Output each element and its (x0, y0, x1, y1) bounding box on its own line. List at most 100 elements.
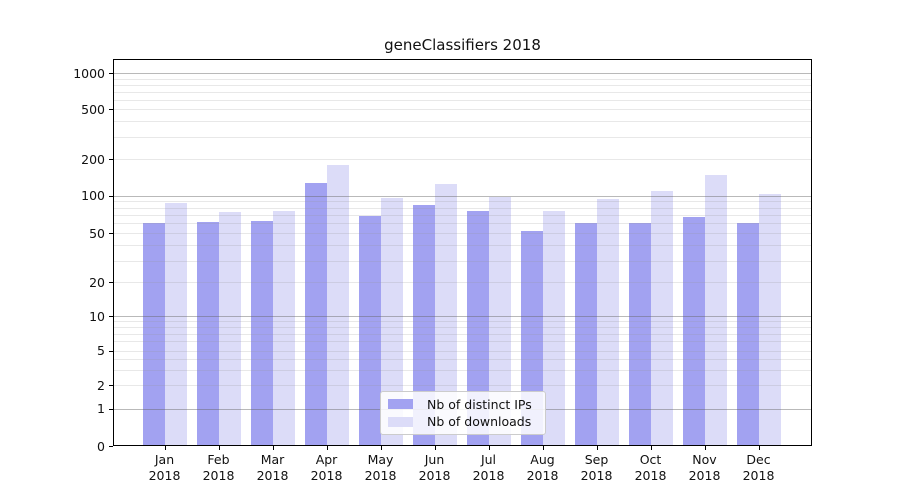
y-tick-mark (109, 73, 113, 75)
gridline-major (114, 73, 811, 74)
bar-distinct-ips (466, 211, 489, 446)
x-tick-label: Sep 2018 (565, 452, 629, 484)
gridline-minor (114, 385, 811, 386)
legend-label-distinct-ips: Nb of distinct IPs (427, 396, 532, 412)
y-tick-label: 200 (81, 151, 105, 167)
x-tick-mark (542, 446, 544, 450)
gridline-minor (114, 341, 811, 342)
x-tick-label-year: 2018 (418, 468, 451, 483)
gridline-minor (114, 321, 811, 322)
bar-downloads (434, 184, 457, 446)
x-tick-label: Jul 2018 (457, 452, 521, 484)
legend-item-downloads: Nb of downloads (388, 414, 538, 429)
gridline-minor (114, 351, 811, 352)
gridline-minor (114, 223, 811, 224)
y-tick-mark (109, 316, 113, 317)
bar-downloads (326, 164, 349, 446)
x-tick-mark (434, 446, 436, 450)
x-tick-label: Jan 2018 (133, 452, 197, 484)
x-tick-mark (218, 446, 220, 450)
x-tick-label-year: 2018 (148, 468, 181, 483)
gridline-minor (114, 159, 811, 160)
bar-distinct-ips (628, 223, 651, 446)
y-tick-label: 2 (97, 377, 105, 393)
x-tick-mark (164, 446, 166, 450)
x-tick-mark (380, 446, 382, 450)
gridline-minor (114, 85, 811, 86)
x-tick-mark (596, 446, 598, 450)
x-tick-label: Mar 2018 (241, 452, 305, 484)
gridline-minor (114, 109, 811, 110)
y-tick-mark (109, 446, 113, 447)
bar-distinct-ips (574, 222, 597, 446)
x-tick-label: Apr 2018 (295, 452, 359, 484)
x-tick-mark (326, 446, 328, 450)
y-tick-label: 10 (89, 308, 105, 324)
x-tick-mark (488, 446, 490, 450)
y-tick-label: 5 (97, 343, 105, 358)
gridline-minor (114, 359, 811, 360)
gridline-minor (114, 215, 811, 216)
x-tick-label-year: 2018 (580, 468, 613, 483)
gridline-minor (114, 208, 811, 209)
x-tick-label-year: 2018 (202, 468, 235, 483)
x-tick-label-year: 2018 (364, 468, 397, 483)
bar-distinct-ips (196, 221, 219, 446)
x-tick-label-year: 2018 (526, 468, 559, 483)
gridline-major (114, 196, 811, 197)
bar-downloads (758, 193, 781, 446)
gridline-minor (114, 334, 811, 335)
bar-downloads (650, 190, 673, 446)
legend-swatch-downloads (388, 416, 413, 427)
x-tick-label-year: 2018 (256, 468, 289, 483)
bar-distinct-ips (304, 183, 327, 446)
gridline-minor (114, 100, 811, 101)
y-tick-mark (109, 159, 113, 160)
y-tick-label: 0 (97, 438, 105, 454)
x-tick-label: Oct 2018 (619, 452, 683, 484)
x-tick-mark (758, 446, 760, 450)
y-tick-label: 1000 (73, 65, 105, 81)
legend-swatch-distinct-ips (388, 399, 413, 410)
bar-downloads (164, 203, 187, 446)
chart-title: geneClassifiers 2018 (384, 36, 541, 54)
x-tick-label-year: 2018 (310, 468, 343, 483)
legend-item-distinct-ips: Nb of distinct IPs (388, 397, 538, 412)
bar-distinct-ips (736, 223, 759, 446)
gridline-minor (114, 327, 811, 328)
y-tick-label: 1 (97, 401, 105, 416)
bar-distinct-ips (682, 217, 705, 446)
x-tick-label: Dec 2018 (727, 452, 791, 484)
y-tick-label: 500 (81, 101, 105, 117)
gridline-minor (114, 233, 811, 234)
x-tick-label: Nov 2018 (673, 452, 737, 484)
bar-distinct-ips (358, 215, 381, 446)
bar-downloads (272, 211, 295, 446)
y-tick-mark (109, 195, 113, 197)
x-tick-mark (272, 446, 274, 450)
bar-distinct-ips (250, 220, 273, 446)
x-tick-label-year: 2018 (742, 468, 775, 483)
x-tick-label: Jun 2018 (403, 452, 467, 484)
gridline-minor (114, 137, 811, 138)
gridline-minor (114, 245, 811, 246)
y-tick-mark (109, 385, 113, 386)
gridline-minor (114, 201, 811, 202)
x-tick-mark (650, 446, 652, 450)
gridline-minor (114, 92, 811, 93)
legend-label-downloads: Nb of downloads (427, 414, 532, 430)
gridline-minor (114, 121, 811, 122)
bar-downloads (218, 212, 241, 446)
bar-downloads (596, 199, 619, 446)
bar-downloads (380, 197, 403, 446)
y-tick-mark (109, 408, 113, 410)
x-tick-label: Aug 2018 (511, 452, 575, 484)
bar-downloads (542, 211, 565, 446)
gridline-minor (114, 79, 811, 80)
bar-distinct-ips (412, 205, 435, 446)
gridline-major (114, 316, 811, 317)
bar-downloads (704, 174, 727, 446)
bar-downloads (488, 197, 511, 446)
y-tick-label: 50 (89, 225, 105, 241)
